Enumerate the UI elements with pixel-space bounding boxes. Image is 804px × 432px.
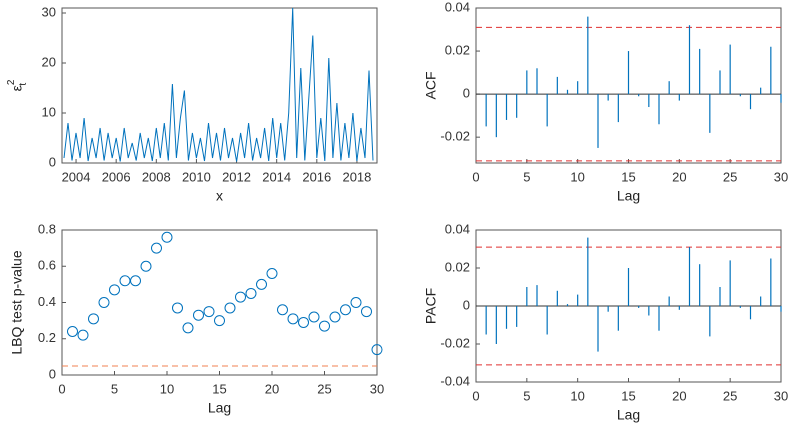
point (193, 309, 204, 321)
y-tick-label: 0.02 (445, 259, 470, 274)
x-axis-label: Lag (617, 407, 640, 423)
point (88, 313, 99, 325)
x-tick-label: 2014 (262, 169, 291, 184)
point (109, 284, 120, 296)
x-tick-label: 0 (472, 169, 479, 184)
point (172, 302, 183, 314)
point (77, 329, 89, 341)
x-tick-label: 15 (212, 381, 226, 396)
y-axis-label: LBQ test p-value (9, 250, 25, 354)
y-tick-label: 30 (42, 4, 56, 19)
x-tick-label: 25 (723, 169, 737, 184)
x-tick-label: 2018 (342, 169, 371, 184)
x-tick-label: 2004 (62, 169, 91, 184)
y-tick-label: 0.2 (38, 330, 56, 345)
y-tick-label: 10 (42, 104, 56, 119)
point (329, 311, 341, 323)
point (361, 306, 372, 318)
x-tick-label: 2010 (182, 169, 211, 184)
y-tick-label: 0.4 (38, 294, 56, 309)
y-label-subscript: t (18, 83, 29, 86)
x-tick-label: 20 (672, 169, 686, 184)
x-tick-label: 10 (160, 381, 174, 396)
point (214, 315, 225, 327)
point (161, 231, 173, 243)
y-tick-label: 0.6 (38, 258, 56, 273)
subplot: 2004 2006 2008 2010 2012 2014 2016 2018 0 10 20 30 x… (6, 4, 378, 204)
point (340, 304, 351, 316)
x-tick-label: 10 (570, 169, 584, 184)
y-tick-label: 20 (42, 54, 56, 69)
y-tick-label: -0.04 (440, 373, 470, 388)
x-tick-label: 30 (774, 169, 788, 184)
point (235, 291, 246, 303)
x-tick-label: 0 (58, 381, 65, 396)
y-tick-label: 0.02 (445, 42, 470, 57)
point (256, 278, 267, 290)
point (371, 344, 383, 356)
x-tick-label: 2008 (142, 169, 171, 184)
x-tick-label: 20 (265, 381, 279, 396)
x-tick-label: 30 (370, 381, 384, 396)
x-tick-label: 25 (317, 381, 331, 396)
point (308, 311, 320, 323)
x-tick-label: 15 (621, 388, 635, 403)
point (298, 316, 309, 328)
x-axis-label: x (216, 188, 223, 204)
y-tick-label: 0 (463, 297, 470, 312)
y-tick-label: 0.04 (445, 221, 470, 236)
point (245, 287, 257, 299)
point (67, 326, 78, 337)
x-tick-label: 15 (621, 169, 635, 184)
point (277, 304, 288, 316)
y-tick-label: 0 (49, 154, 56, 169)
subplot: 0 5 10 15 20 25 30 -0.02 0 0.02 0.04 Lag ACF (423, 0, 789, 204)
x-tick-label: 5 (523, 169, 530, 184)
point (319, 320, 330, 332)
y-axis-label: PACF (423, 288, 439, 324)
point (287, 313, 299, 325)
x-tick-label: 5 (523, 388, 530, 403)
x-tick-label: 0 (472, 388, 479, 403)
y-tick-label: 0.04 (445, 0, 470, 14)
axes-frame (61, 7, 378, 164)
x-tick-label: 25 (723, 388, 737, 403)
point (130, 275, 141, 287)
subplot: 0 5 10 15 20 25 30 -0.04 -0.02 0 0.02 0.04 Lag PACF (423, 221, 789, 422)
point (119, 275, 131, 287)
point (266, 268, 278, 279)
point (151, 242, 162, 254)
y-tick-label: 0 (463, 86, 470, 101)
point (224, 302, 236, 314)
x-axis-label: Lag (208, 400, 231, 416)
x-tick-label: 30 (774, 388, 788, 403)
x-tick-label: 10 (570, 388, 584, 403)
y-tick-label: 0.8 (38, 221, 56, 236)
x-tick-label: 20 (672, 388, 686, 403)
x-tick-label: 2016 (302, 169, 331, 184)
point (140, 260, 152, 272)
point (182, 322, 194, 334)
x-tick-label: 2006 (102, 169, 131, 184)
x-tick-label: 5 (111, 381, 118, 396)
y-tick-label: 0 (49, 366, 56, 381)
point (350, 297, 362, 308)
y-axis-label: ε2t (6, 79, 29, 91)
y-tick-label: -0.02 (440, 129, 470, 144)
series-line (63, 7, 374, 162)
y-axis-label: ACF (423, 72, 439, 100)
y-label-superscript: 2 (6, 79, 17, 85)
point (98, 297, 110, 308)
y-tick-label: -0.02 (440, 335, 470, 350)
point (203, 306, 215, 318)
x-axis-label: Lag (617, 188, 640, 204)
subplot: 0 5 10 15 20 25 30 0 0.2 0.4 0.6 0.8 Lag LBQ test p-v… (9, 221, 385, 415)
x-tick-label: 2012 (222, 169, 251, 184)
